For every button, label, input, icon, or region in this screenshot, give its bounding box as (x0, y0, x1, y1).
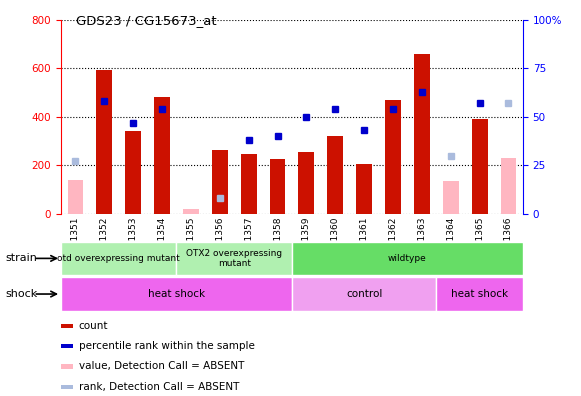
Bar (472, 119, 487, 214)
Text: value, Detection Call = ABSENT: value, Detection Call = ABSENT (78, 362, 244, 371)
Bar (61, 277, 292, 311)
Bar (443, 181, 458, 214)
Bar (327, 136, 343, 214)
Bar (154, 97, 170, 214)
Text: GDS23 / CG15673_at: GDS23 / CG15673_at (76, 14, 216, 27)
Text: percentile rank within the sample: percentile rank within the sample (78, 341, 254, 351)
Bar (61, 344, 73, 348)
Text: rank, Detection Call = ABSENT: rank, Detection Call = ABSENT (78, 382, 239, 392)
Bar (67, 180, 84, 214)
Bar (292, 277, 436, 311)
Bar (61, 242, 177, 275)
Bar (61, 364, 73, 369)
Text: wildtype: wildtype (388, 254, 427, 263)
Bar (436, 277, 523, 311)
Text: heat shock: heat shock (451, 289, 508, 299)
Bar (414, 54, 430, 214)
Bar (299, 152, 314, 214)
Text: count: count (78, 321, 108, 331)
Text: control: control (346, 289, 382, 299)
Bar (61, 324, 73, 328)
Text: strain: strain (6, 253, 38, 263)
Text: OTX2 overexpressing
mutant: OTX2 overexpressing mutant (186, 249, 282, 268)
Text: heat shock: heat shock (148, 289, 205, 299)
Bar (96, 70, 112, 214)
Bar (61, 385, 73, 389)
Bar (500, 158, 517, 214)
Bar (212, 150, 228, 214)
Bar (385, 100, 401, 214)
Text: otd overexpressing mutant: otd overexpressing mutant (58, 254, 180, 263)
Bar (125, 131, 141, 214)
Bar (177, 242, 292, 275)
Bar (183, 209, 199, 214)
Bar (270, 159, 285, 214)
Bar (356, 164, 372, 214)
Bar (241, 154, 257, 214)
Text: shock: shock (6, 289, 38, 299)
Bar (292, 242, 523, 275)
